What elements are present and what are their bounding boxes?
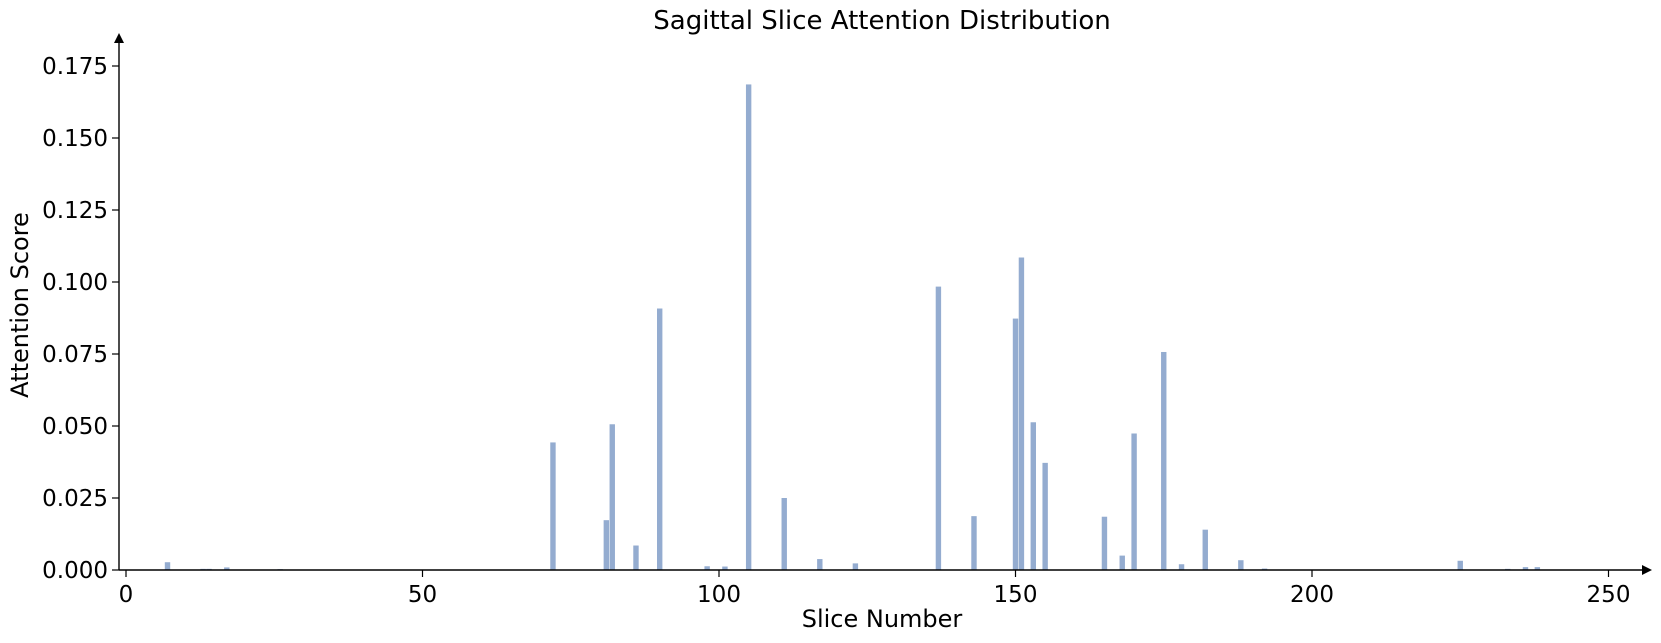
bar-slice-151 [1018,257,1025,570]
bar-slice-178 [1178,564,1185,570]
chart-title: Sagittal Slice Attention Distribution [653,6,1110,36]
y-axis-label: Attention Score [6,212,34,398]
y-tick-label: 0.175 [42,54,108,80]
bar-slice-236 [1522,567,1529,570]
x-axis-ticks: 0 50 100 150 200 250 [119,570,1631,608]
bar-slice-170 [1131,433,1137,570]
x-tick-label: 150 [994,582,1038,608]
y-tick-label: 0.125 [42,198,108,224]
bar-slice-111 [781,498,787,570]
bar-slice-86 [633,545,639,570]
y-tick-label: 0.075 [42,342,108,368]
bar-slice-105 [745,84,752,571]
bar-slice-188 [1238,560,1244,570]
bar-slice-165 [1101,516,1108,570]
bar-slice-225 [1457,560,1463,570]
bar-slice-238 [1534,567,1541,570]
y-tick-label: 0.100 [42,270,108,296]
x-tick-label: 50 [408,582,437,608]
bars-layer [164,84,1541,571]
y-axis-ticks: 0.000 0.025 0.050 0.075 0.100 0.125 0.150 0.175 [42,54,119,584]
y-tick-label: 0.050 [42,414,108,440]
y-tick-label: 0.025 [42,486,108,512]
bar-slice-72 [550,442,556,570]
bar-slice-175 [1161,351,1167,570]
bar-slice-137 [935,286,942,570]
bar-slice-117 [817,559,823,570]
bar-slice-98 [704,566,710,570]
bar-slice-168 [1119,555,1125,570]
bar-slice-81 [603,520,610,570]
y-tick-label: 0.150 [42,126,108,152]
bar-slice-150 [1012,318,1019,570]
bar-slice-123 [852,563,859,570]
bar-slice-7 [164,562,171,570]
bar-slice-82 [609,424,615,570]
bar-slice-101 [722,566,728,570]
x-tick-label: 250 [1587,582,1631,608]
bar-slice-155 [1042,462,1048,570]
bar-slice-90 [657,308,663,570]
bar-slice-17 [224,567,230,570]
x-tick-label: 200 [1290,582,1334,608]
bar-slice-153 [1030,422,1036,570]
x-tick-label: 100 [697,582,741,608]
bar-slice-192 [1261,568,1268,570]
x-tick-label: 0 [119,582,134,608]
x-axis-arrow-icon [1642,565,1652,575]
y-axis-arrow-icon [114,33,124,43]
y-tick-label: 0.000 [42,558,108,584]
bar-slice-182 [1202,529,1208,570]
bar-slice-143 [971,516,977,570]
x-axis-label: Slice Number [802,605,963,633]
